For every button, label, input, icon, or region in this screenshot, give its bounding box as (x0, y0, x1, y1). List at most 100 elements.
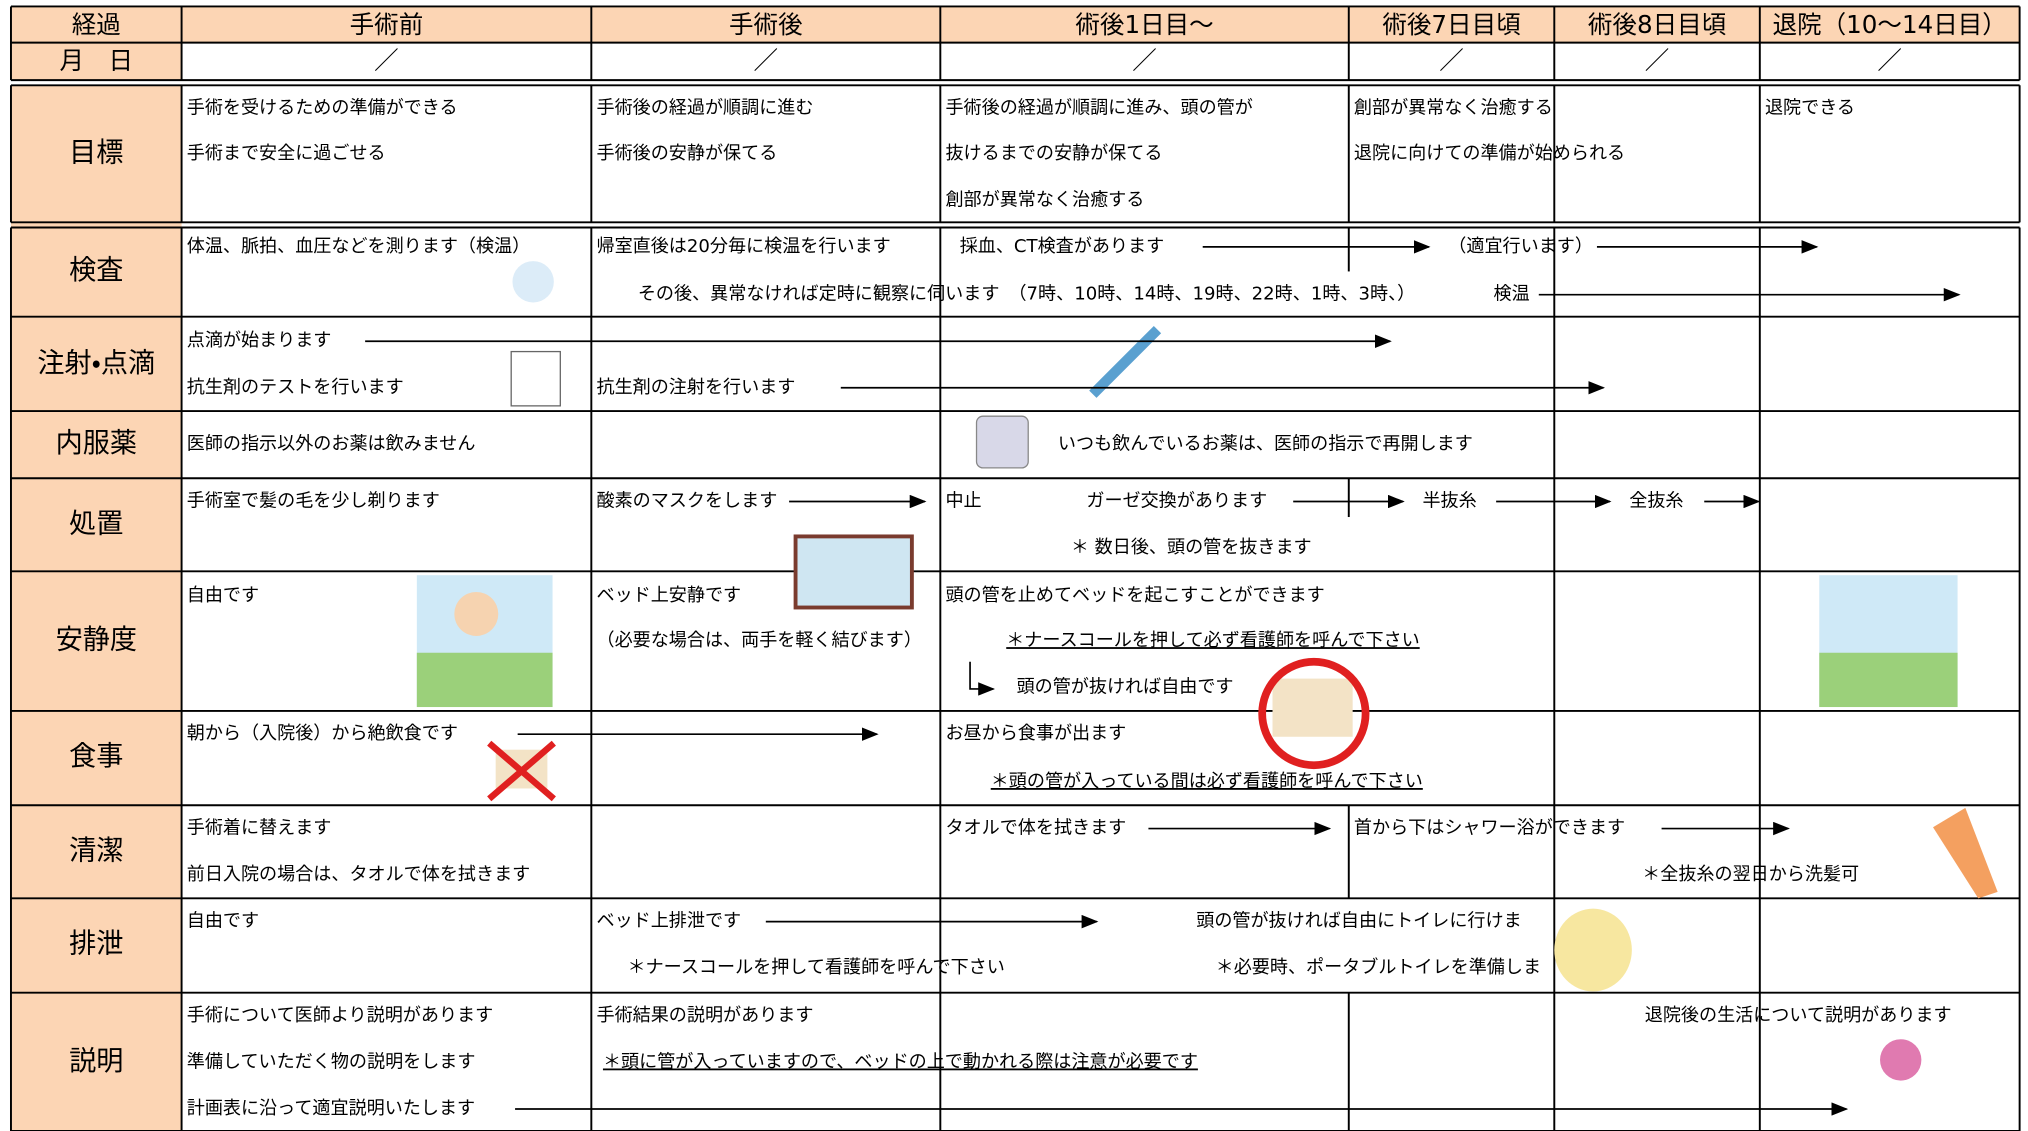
cell-text: 手術まで安全に過ごせる (187, 143, 386, 164)
cell-text: タオルで体を拭きます (945, 818, 1126, 839)
row-label: 排泄 (69, 928, 123, 959)
child-face (454, 591, 499, 636)
date-cell: ／ (1645, 46, 1670, 75)
illustrations (416, 261, 1998, 1081)
cell-text: 点滴が始まります (187, 330, 332, 351)
cell-text: 退院に向けての準備が始められる (1354, 143, 1625, 164)
grid (9, 5, 2021, 1131)
row-label: 食事 (69, 741, 123, 772)
cell-text: 医師の指示以外のお薬は飲みません (187, 434, 476, 455)
date-cell: ／ (754, 46, 779, 75)
cell-text: 手術について医師より説明があります (187, 1005, 493, 1026)
row-label: 検査 (69, 255, 123, 286)
cell-text: ＊ 数日後、頭の管を抜きます (1071, 537, 1312, 558)
cell-text: ＊ナースコールを押して必ず看護師を呼んで下さい (1006, 630, 1419, 651)
cell-text: ＊必要時、ポータブルトイレを準備しま (1216, 956, 1541, 978)
cell-text: ＊全抜糸の翌日から洗髪可 (1642, 864, 1859, 885)
grass (1819, 652, 1958, 708)
cell-text: 体温、脈拍、血圧などを測ります（検温） (187, 236, 530, 257)
row-label: 目標 (69, 137, 123, 168)
flower-icon (1880, 1039, 1922, 1081)
cell-text: 全抜糸 (1629, 491, 1683, 512)
column-header: 手術前 (350, 10, 424, 39)
cell-text: 朝から（入院後）から絶飲食です (187, 723, 458, 744)
row-label: 注射・点滴 (37, 348, 155, 379)
meal-ok-circle (1258, 657, 1370, 770)
cell-text: その後、異常なければ定時に観察に伺います （7時、10時、14時、19時、22時… (638, 284, 1415, 305)
cell-text: 手術後の経過が順調に進み、頭の管が (945, 98, 1252, 119)
drip-icon (510, 350, 561, 407)
cell-text: ガーゼ交換があります (1086, 491, 1267, 512)
cell-text: ベッド上安静です (596, 585, 741, 606)
cell-text: 頭の管が抜ければ自由です (1017, 677, 1234, 698)
row-label: 安静度 (56, 625, 137, 656)
row-label: 内服薬 (56, 428, 137, 459)
cell-text: 自由です (187, 585, 259, 606)
cell-text: 手術を受けるための準備ができる (187, 98, 458, 119)
cell-text: 前日入院の場合は、タオルで体を拭きます (187, 864, 530, 885)
date-cell: 月 日 (59, 46, 133, 75)
cell-text: ベッド上排泄です (596, 911, 741, 932)
pill-icon (975, 415, 1029, 469)
cell-text: ＊頭の管が入っている間は必ず看護師を呼んで下さい (991, 771, 1423, 792)
column-header: 術後8日目頃 (1588, 10, 1726, 39)
grass (416, 652, 553, 708)
cell-text: 創部が異常なく治癒する (945, 189, 1144, 210)
thermometer-icon (512, 261, 554, 303)
column-header: 術後1日目～ (1075, 10, 1213, 39)
syringe-icon (1089, 325, 1162, 398)
date-cell: ／ (1439, 46, 1464, 75)
cell-text: ＊頭に管が入っていますので、ベッドの上で動かれる際は注意が必要です (603, 1051, 1198, 1072)
cell-text: 頭の管が抜ければ自由にトイレに行けま (1196, 911, 1521, 932)
cell-text: 手術結果の説明があります (596, 1005, 813, 1026)
cell-text: 首から下はシャワー浴ができます (1354, 818, 1625, 839)
cell-text: 準備していただく物の説明をします (187, 1051, 476, 1072)
cell-text: 自由です (187, 911, 259, 932)
cell-text: 半抜糸 (1422, 491, 1476, 512)
column-header: 退院（10～14日目） (1773, 10, 2007, 39)
cell-text: （適宜行います） (1448, 236, 1593, 257)
cell-text: 手術室で髪の毛を少し剃ります (187, 491, 440, 512)
cell-text: 計画表に沿って適宜説明いたします (187, 1098, 475, 1119)
label-column-background (10, 85, 182, 1131)
cell-text: 中止 (945, 491, 981, 512)
cell-text: 創部が異常なく治癒する (1354, 98, 1553, 119)
cell-text: ＊ナースコールを押して看護師を呼んで下さい (628, 957, 1005, 978)
cell-text: 退院後の生活について説明があります (1645, 1005, 1952, 1026)
bent-arrow (969, 661, 995, 696)
column-header: 手術後 (729, 10, 803, 39)
cell-text: 酸素のマスクをします (596, 491, 777, 512)
cell-text: いつも飲んでいるお薬は、医師の指示で再開します (1058, 434, 1473, 455)
cell-text: 手術着に替えます (187, 818, 332, 839)
cell-text: 帰室直後は20分毎に検温を行います (596, 236, 890, 257)
column-header: 経過 (72, 10, 121, 39)
date-cell: ／ (1132, 46, 1157, 75)
cell-text: 退院できる (1765, 98, 1855, 119)
row-label: 処置 (69, 508, 123, 539)
shower-icon (1933, 807, 1998, 899)
cell-text: お昼から食事が出ます (945, 723, 1126, 744)
texts: 経過月 日 手術前 ／ 手術後 ／ 術後1日目～ ／ 術後7日目頃 ／ 術後8日目頃 ／ 退院（10～… (37, 10, 2006, 1119)
cell-text: 抜けるまでの安静が保てる (945, 143, 1162, 164)
bed-icon (793, 534, 914, 610)
cell-text: 手術後の安静が保てる (596, 143, 777, 164)
cell-text: 頭の管を止めてベッドを起こすことができます (945, 585, 1324, 606)
date-cell: ／ (374, 46, 399, 75)
date-cell: ／ (1877, 46, 1902, 75)
cell-text: 手術後の経過が順調に進む (596, 98, 813, 119)
meal-cross (487, 740, 556, 802)
row-label: 説明 (69, 1046, 123, 1077)
toilet-illustration (1554, 908, 1632, 992)
date-row-background (181, 42, 2020, 81)
column-header: 術後7日目頃 (1382, 10, 1520, 39)
meal-icon (1272, 678, 1353, 737)
cell-text: 抗生剤の注射を行います (596, 377, 795, 398)
row-label: 清潔 (69, 835, 123, 866)
cell-text: 検温 (1494, 284, 1530, 305)
cell-text: 抗生剤のテストを行います (187, 377, 404, 398)
cell-text: 採血、CT検査があります (960, 236, 1164, 257)
cell-text: （必要な場合は、両手を軽く結びます） (596, 630, 921, 651)
